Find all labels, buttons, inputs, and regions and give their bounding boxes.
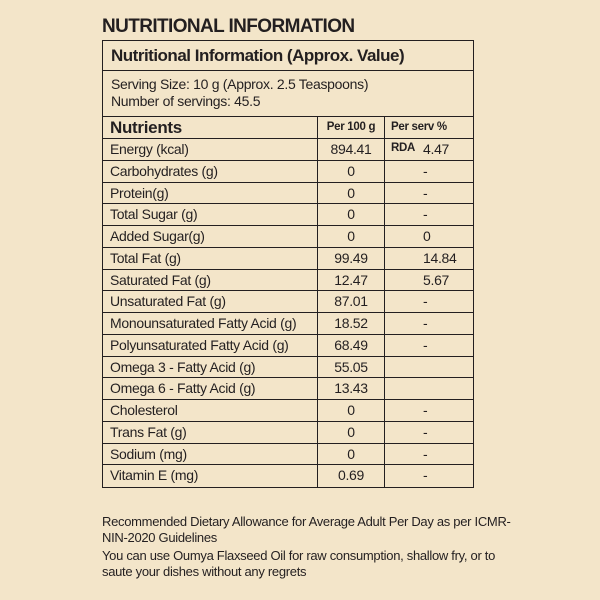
per-serv-rda-value: [385, 357, 473, 378]
table-title: Nutritional Information (Approx. Value): [103, 41, 473, 71]
per-100g-value: 0: [318, 443, 385, 465]
header-nutrients: Nutrients: [103, 117, 318, 138]
header-per-100g: Per 100 g: [318, 117, 385, 138]
nutrient-name: Sodium (mg): [103, 443, 318, 465]
per-100g-value: 0.69: [318, 465, 385, 487]
nutrient-name: Unsaturated Fat (g): [103, 291, 318, 312]
table-header-row: Nutrients Per 100 g Per serv % RDA: [103, 117, 473, 154]
per-100g-value: 0: [318, 421, 385, 443]
per-100g-value: 0: [318, 182, 385, 204]
table-row: Cholesterol 0 -: [103, 400, 473, 422]
nutrient-name: Protein(g): [103, 182, 318, 204]
per-serv-rda-value: [385, 378, 473, 399]
nutrient-name: Omega 6 - Fatty Acid (g): [103, 378, 318, 399]
footer-notes: Recommended Dietary Allowance for Averag…: [102, 514, 522, 582]
per-100g-value: 0: [318, 204, 385, 225]
per-100g-value: 894.41: [318, 139, 385, 160]
per-100g-value: 18.52: [318, 313, 385, 334]
nutrient-name: Omega 3 - Fatty Acid (g): [103, 356, 318, 378]
serving-info: Serving Size: 10 g (Approx. 2.5 Teaspoon…: [103, 71, 473, 117]
nutrient-name: Saturated Fat (g): [103, 269, 318, 291]
per-serv-rda-value: 14.84: [423, 249, 457, 266]
table-row: Sodium (mg) 0 -: [103, 443, 473, 466]
per-serv-rda-value: -: [423, 336, 428, 353]
nutrition-table: Nutritional Information (Approx. Value) …: [102, 40, 474, 488]
table-row: Polyunsaturated Fatty Acid (g) 68.49 -: [103, 334, 473, 357]
table-row: Vitamin E (mg) 0.69 -: [103, 465, 473, 487]
table-row: Omega 6 - Fatty Acid (g) 13.43: [103, 378, 473, 400]
nutrient-name: Energy (kcal): [103, 139, 318, 160]
nutrient-name: Total Sugar (g): [103, 204, 318, 225]
per-100g-value: 13.43: [318, 378, 385, 399]
per-serv-rda-value: -: [423, 467, 428, 484]
number-of-servings: Number of servings: 45.5: [111, 93, 261, 109]
page-heading: NUTRITIONAL INFORMATION: [102, 16, 355, 37]
per-serv-rda-value: 5.67: [423, 271, 450, 288]
header-per-serv-rda: Per serv % RDA: [391, 121, 447, 154]
table-row: Energy (kcal) 894.41 4.47: [103, 139, 473, 161]
table-row: Added Sugar(g) 0 0: [103, 226, 473, 248]
per-100g-value: 68.49: [318, 334, 385, 356]
per-100g-value: 87.01: [318, 291, 385, 312]
per-100g-value: 99.49: [318, 247, 385, 269]
per-100g-value: 12.47: [318, 269, 385, 291]
table-row: Unsaturated Fat (g) 87.01 -: [103, 291, 473, 313]
per-serv-rda-value: -: [423, 206, 428, 223]
table-row: Total Fat (g) 99.49 14.84: [103, 247, 473, 270]
nutrient-name: Cholesterol: [103, 400, 318, 421]
table-row: Omega 3 - Fatty Acid (g) 55.05: [103, 356, 473, 379]
table-row: Trans Fat (g) 0 -: [103, 421, 473, 444]
table-row: Total Sugar (g) 0 -: [103, 204, 473, 226]
serving-size: Serving Size: 10 g (Approx. 2.5 Teaspoon…: [111, 76, 369, 92]
usage-note: You can use Oumya Flaxseed Oil for raw c…: [102, 548, 496, 579]
per-100g-value: 0: [318, 160, 385, 182]
per-serv-rda-value: 0: [423, 228, 431, 244]
per-100g-value: 0: [318, 400, 385, 421]
nutrient-name: Trans Fat (g): [103, 421, 318, 443]
per-100g-value: 0: [318, 226, 385, 247]
nutrient-name: Monounsaturated Fatty Acid (g): [103, 313, 318, 334]
table-row: Protein(g) 0 -: [103, 182, 473, 205]
nutrient-name: Carbohydrates (g): [103, 160, 318, 182]
per-serv-rda-value: -: [423, 293, 428, 310]
per-serv-rda-value: -: [423, 162, 428, 179]
nutrient-name: Vitamin E (mg): [103, 465, 318, 487]
nutrient-name: Added Sugar(g): [103, 226, 318, 247]
table-body: Nutrients Per 100 g Per serv % RDA Energ…: [103, 117, 473, 487]
nutrient-name: Polyunsaturated Fatty Acid (g): [103, 334, 318, 356]
per-serv-rda-value: 4.47: [423, 141, 450, 157]
nutrient-name: Total Fat (g): [103, 247, 318, 269]
table-row: Monounsaturated Fatty Acid (g) 18.52 -: [103, 313, 473, 335]
per-serv-rda-value: -: [423, 402, 428, 418]
per-serv-rda-value: -: [423, 445, 428, 462]
per-serv-rda-value: -: [423, 423, 428, 440]
table-row: Saturated Fat (g) 12.47 5.67: [103, 269, 473, 292]
table-row: Carbohydrates (g) 0 -: [103, 160, 473, 183]
per-100g-value: 55.05: [318, 356, 385, 378]
per-serv-rda-value: -: [423, 315, 428, 331]
rda-note: Recommended Dietary Allowance for Averag…: [102, 514, 511, 545]
per-serv-rda-value: -: [423, 184, 428, 201]
